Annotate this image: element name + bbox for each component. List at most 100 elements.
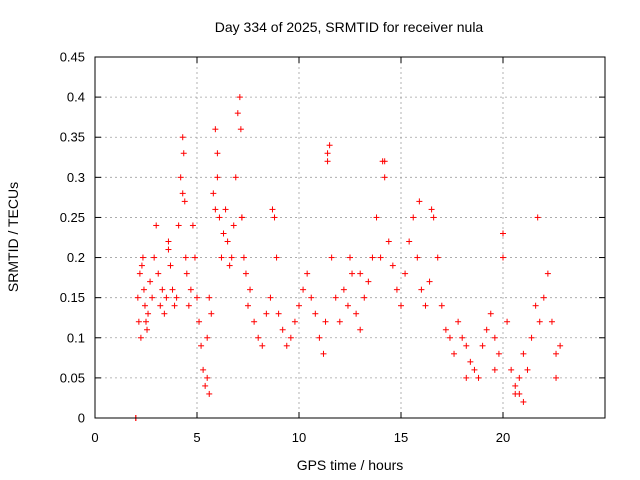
data-points — [132, 94, 564, 421]
data-point — [296, 302, 302, 309]
data-point — [263, 310, 270, 317]
y-tick-label: 0 — [78, 411, 85, 426]
data-point — [212, 206, 219, 213]
data-point — [487, 310, 494, 317]
data-point — [340, 286, 347, 293]
data-point — [232, 174, 239, 181]
data-point — [520, 350, 527, 357]
data-point — [389, 262, 396, 269]
data-point — [140, 286, 147, 293]
data-point — [163, 294, 170, 301]
data-point — [251, 318, 258, 325]
data-point — [377, 254, 384, 261]
data-point — [267, 294, 274, 301]
data-point — [326, 142, 333, 149]
data-point — [275, 310, 282, 317]
data-point — [434, 254, 441, 261]
data-point — [210, 190, 217, 197]
data-point — [283, 342, 290, 349]
x-tick-label: 20 — [496, 430, 510, 445]
data-point — [520, 398, 527, 405]
y-axis-title: SRMTID / TECUs — [5, 182, 21, 292]
data-point — [528, 334, 535, 341]
data-point — [463, 342, 470, 349]
y-tick-label: 0.35 — [60, 130, 85, 145]
data-point — [455, 318, 462, 325]
x-tick-label: 10 — [292, 430, 306, 445]
data-point — [369, 254, 376, 261]
data-point — [157, 302, 164, 309]
data-point — [177, 174, 184, 181]
data-point — [175, 222, 182, 229]
data-point — [385, 238, 392, 245]
data-point — [136, 270, 143, 277]
data-point — [180, 150, 187, 157]
data-point — [218, 254, 225, 261]
data-point — [324, 158, 331, 165]
data-point — [426, 278, 433, 285]
data-point — [291, 318, 298, 325]
y-tick-label: 0.05 — [60, 370, 85, 385]
data-point — [202, 382, 209, 389]
data-point — [143, 318, 149, 325]
data-point — [259, 342, 266, 349]
data-point — [139, 254, 146, 261]
data-point — [304, 270, 311, 277]
data-point — [428, 206, 435, 213]
data-point — [200, 366, 207, 373]
data-point — [181, 198, 188, 205]
data-point — [237, 126, 244, 133]
y-tick-label: 0.1 — [67, 330, 85, 345]
data-point — [406, 238, 413, 245]
grid-lines — [95, 57, 605, 418]
data-point — [151, 254, 158, 261]
data-point — [381, 158, 388, 165]
data-point — [508, 366, 515, 373]
data-point — [161, 310, 168, 317]
data-point — [557, 342, 564, 349]
data-point — [451, 350, 458, 357]
data-point — [410, 214, 417, 221]
data-point — [183, 270, 190, 277]
data-point — [344, 302, 351, 309]
y-tick-label: 0.2 — [67, 250, 85, 265]
data-point — [167, 262, 174, 269]
data-point — [273, 254, 280, 261]
data-point — [238, 214, 245, 221]
data-point — [204, 334, 211, 341]
data-point — [361, 294, 368, 301]
data-point — [500, 254, 506, 261]
data-point — [373, 214, 380, 221]
data-point — [512, 382, 519, 389]
data-point — [230, 222, 237, 229]
data-point — [224, 238, 231, 245]
y-tick-label: 0.25 — [60, 210, 85, 225]
data-point — [255, 334, 262, 341]
data-point — [236, 94, 243, 101]
data-point — [247, 286, 254, 293]
data-point — [240, 254, 247, 261]
data-point — [242, 270, 249, 277]
tick-labels: 0 0.05 0.1 0.15 0.2 0.25 0.3 0.35 0.4 0.45 0 5 10 15 2… — [60, 50, 511, 446]
data-point — [198, 342, 205, 349]
data-point — [147, 278, 154, 285]
data-point — [234, 110, 241, 117]
data-point — [169, 286, 176, 293]
data-point — [463, 374, 470, 381]
data-point — [320, 350, 327, 357]
data-point — [500, 230, 506, 237]
data-point — [312, 310, 319, 317]
data-point — [316, 334, 323, 341]
data-point — [206, 294, 213, 301]
data-point — [300, 286, 307, 293]
data-point — [479, 342, 486, 349]
y-tick-label: 0.3 — [67, 170, 85, 185]
data-point — [349, 270, 356, 277]
data-point — [228, 254, 235, 261]
data-point — [214, 150, 221, 157]
data-point — [418, 286, 425, 293]
data-point — [357, 326, 364, 333]
y-tick-label: 0.4 — [67, 90, 85, 105]
data-point — [402, 270, 409, 277]
x-tick-label: 15 — [394, 430, 408, 445]
